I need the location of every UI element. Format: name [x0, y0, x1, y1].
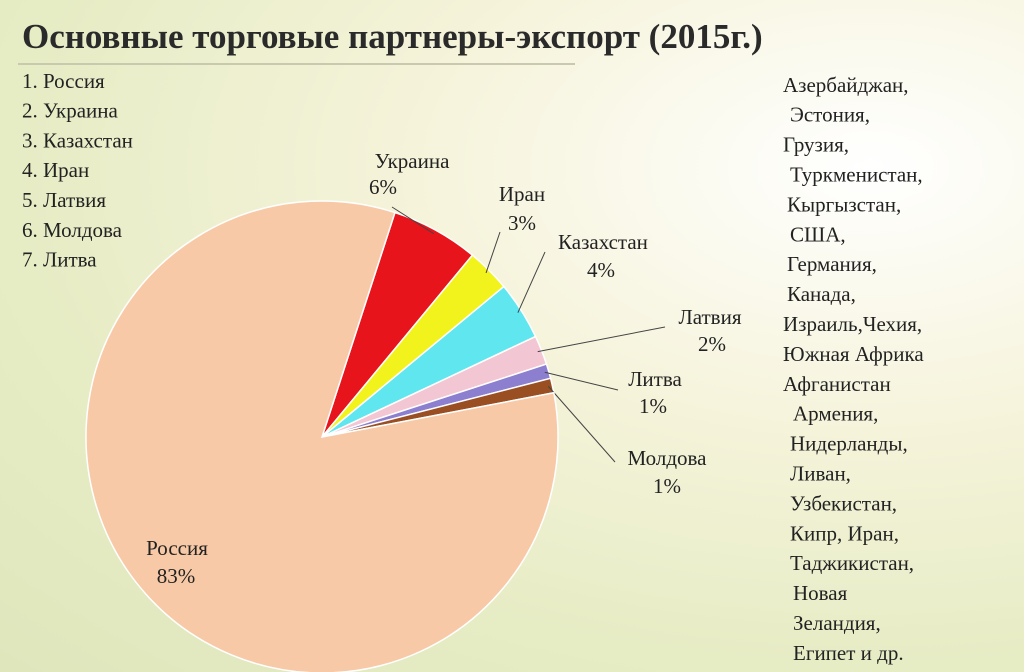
partner-item: Новая [793, 581, 848, 605]
partner-item: Узбекистан, [790, 491, 897, 515]
leader-line [544, 371, 619, 391]
slice-name: Иран [499, 182, 545, 206]
partner-item: США, [790, 222, 846, 246]
leader-line [548, 386, 616, 463]
partner-item: Нидерланды, [790, 432, 908, 456]
partner-item: Зеландия, [793, 611, 881, 635]
partner-item: Армения, [793, 402, 878, 426]
partner-item: Кыргызстан, [787, 192, 901, 216]
partner-item: Грузия, [783, 133, 849, 157]
ranking-item: 5. Латвия [22, 188, 106, 212]
chart-title: Основные торговые партнеры-экспорт (2015… [22, 17, 763, 56]
slice-name: Казахстан [558, 230, 648, 254]
slice-label: 4% [587, 258, 615, 282]
ranking-item: 6. Молдова [22, 218, 123, 242]
slice-label: 83% [157, 564, 196, 588]
partner-item: Таджикистан, [790, 551, 914, 575]
partner-item: Египет и др. [793, 641, 904, 665]
slice-name: Украина [375, 149, 451, 173]
ranking-item: 2. Украина [22, 99, 119, 123]
partner-item: Афганистан [783, 372, 891, 396]
partner-item: Туркменистан, [790, 163, 923, 187]
ranking-item: 7. Литва [22, 248, 97, 272]
partner-item: Израиль,Чехия, [783, 312, 922, 336]
slice-label: 6% [369, 175, 397, 199]
slice-name: Литва [628, 367, 682, 391]
partner-item: Кипр, Иран, [790, 521, 899, 545]
leader-line [391, 206, 435, 235]
ranking-item: 4. Иран [22, 158, 89, 182]
leader-line [537, 326, 666, 353]
leader-line [517, 251, 546, 313]
leader-line [485, 231, 501, 274]
ranking-item: 3. Казахстан [22, 128, 133, 152]
partner-item: Германия, [787, 252, 877, 276]
slice-name: Россия [146, 536, 208, 560]
partner-item: Канада, [787, 282, 856, 306]
pie-slice [85, 200, 559, 672]
partner-item: Азербайджан, [783, 73, 909, 97]
slice-name: Молдова [628, 446, 708, 470]
partner-item: Эстония, [790, 103, 870, 127]
slice-label: 1% [653, 474, 681, 498]
slice-label: 2% [698, 332, 726, 356]
slice-label: 1% [639, 394, 667, 418]
slice-name: Латвия [678, 305, 741, 329]
ranking-item: 1. Россия [22, 69, 105, 93]
partner-item: Южная Африка [783, 342, 924, 366]
partner-item: Ливан, [790, 462, 851, 486]
slice-label: 3% [508, 211, 536, 235]
